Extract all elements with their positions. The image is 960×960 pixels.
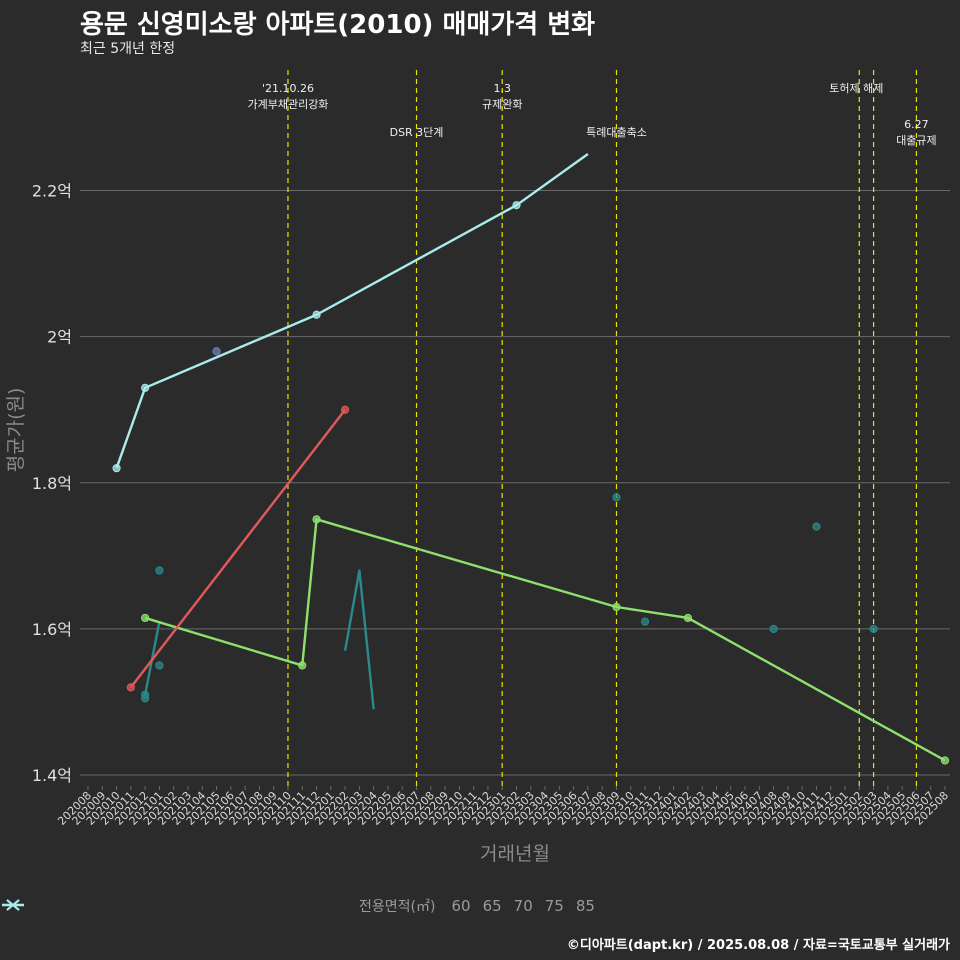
- event-label: DSR 3단계: [390, 126, 444, 139]
- y-tick-label: 2.2억: [32, 182, 72, 201]
- event-label: 규제완화: [482, 98, 522, 111]
- data-point-60: [769, 624, 778, 634]
- legend-item-65: 65: [2, 897, 502, 915]
- y-axis-title: 평균가(원): [5, 388, 27, 473]
- event-label: 대출규제: [896, 134, 936, 147]
- legend-key-85: [2, 899, 24, 911]
- y-tick-label: 1.6억: [32, 620, 72, 639]
- event-label: 가계부채관리강화: [247, 98, 328, 111]
- data-point-75: [212, 347, 221, 356]
- legend: 전용면적(㎡) 60 65 70 75 85: [0, 896, 960, 916]
- chart-subtitle: 최근 5개년 한정: [80, 41, 176, 57]
- legend-label: 65: [482, 897, 502, 915]
- data-point-65: [683, 613, 693, 623]
- data-point-60: [640, 617, 650, 626]
- legend-title: 전용면적(㎡): [359, 899, 436, 915]
- legend-label: 60: [451, 897, 471, 915]
- legend-item-70: 70: [2, 897, 533, 915]
- event-label: 6.27: [904, 118, 929, 131]
- data-point-60: [155, 661, 164, 670]
- event-label: 토허제 해제: [829, 81, 883, 95]
- series-line-70: [129, 409, 347, 689]
- data-point-60: [612, 493, 621, 502]
- data-point-85: [312, 310, 321, 319]
- data-point-85: [512, 201, 521, 210]
- series-line-65: [144, 518, 946, 762]
- legend-item-60: 60: [2, 897, 471, 915]
- legend-item-75: 75: [2, 897, 564, 915]
- data-point-60: [869, 624, 878, 634]
- data-point-85: [141, 383, 150, 392]
- data-point-65: [141, 613, 150, 623]
- x-axis-title: 거래년월: [480, 843, 550, 865]
- legend-items: 60 65 70 75 85: [2, 897, 600, 915]
- y-tick-label: 2억: [47, 328, 72, 347]
- data-point-65: [312, 515, 321, 524]
- data-point-85: [112, 464, 121, 473]
- legend-label: 70: [513, 897, 533, 915]
- data-point-60: [155, 566, 164, 575]
- data-point-60: [141, 690, 150, 699]
- data-point-70: [341, 405, 350, 414]
- legend-label: 75: [544, 897, 564, 915]
- data-point-65: [940, 756, 950, 765]
- event-label: '21.10.26: [262, 82, 314, 95]
- data-point-65: [298, 661, 307, 670]
- source-caption: ©디아파트(dapt.kr) / 2025.08.08 / 자료=국토교통부 실…: [566, 938, 950, 953]
- data-point-60: [812, 522, 821, 531]
- chart-title: 용문 신영미소랑 아파트(2010) 매매가격 변화: [80, 10, 596, 40]
- data-point-65: [612, 602, 621, 612]
- event-label: 1.3: [493, 82, 511, 95]
- y-tick-label: 1.8억: [32, 474, 72, 493]
- legend-item-85: 85: [2, 897, 595, 915]
- series-line-60: [343, 569, 375, 710]
- data-point-70: [126, 683, 135, 692]
- legend-label: 85: [575, 897, 595, 915]
- event-label: 특례대출축소: [586, 126, 647, 139]
- y-tick-label: 1.4억: [32, 766, 72, 785]
